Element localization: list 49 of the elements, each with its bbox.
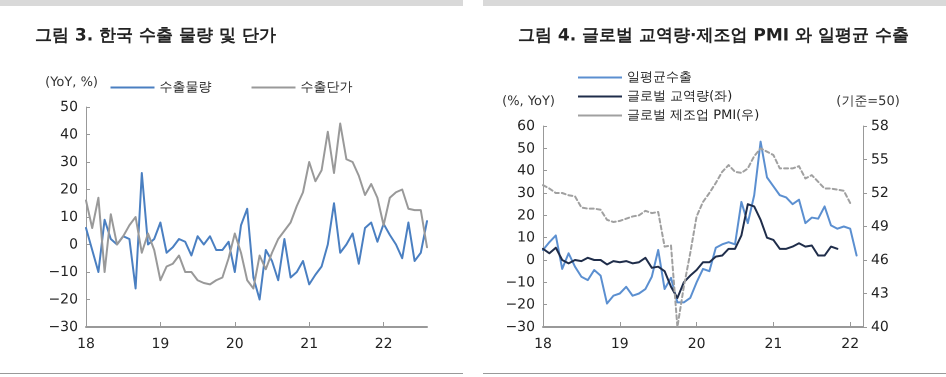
legend-label: 일평균수출 [627,70,692,85]
y-tick-label: −30 [48,319,78,335]
legend-label: 수출물량 [160,80,212,95]
line-series [542,140,858,305]
line-series [542,203,838,299]
x-tick-label: 22 [841,336,860,352]
y-tick-label: −20 [505,296,535,313]
y-tick-label: 30 [60,154,78,170]
x-tick-label: 20 [688,336,706,352]
y-tick-label: 20 [60,182,78,198]
line-series [85,172,428,300]
x-tick-label: 18 [534,336,552,352]
y2-axis-title: (기준=50) [836,94,900,109]
chart-title: 그림 4. 글로벌 교역량·제조업 PMI 와 일평균 수출 [518,26,909,46]
y-tick-label: 50 [517,140,535,156]
y-tick-label: 40 [60,126,78,142]
x-tick-label: 20 [226,336,244,352]
y2-tick-label: 55 [871,152,889,168]
x-tick-label: 21 [764,336,782,352]
y-tick-label: 0 [526,252,535,268]
y-axis-title: (%, YoY) [502,94,555,109]
legend-label: 글로벌 제조업 PMI(우) [627,108,760,123]
y2-tick-label: 52 [871,185,889,201]
y-tick-label: 10 [60,209,78,225]
x-tick-label: 21 [300,336,318,352]
x-tick-label: 22 [374,336,393,352]
x-tick-label: 18 [77,336,95,352]
y-tick-label: 60 [517,118,535,134]
y-tick-label: 30 [517,185,535,201]
y2-tick-label: 49 [871,218,889,234]
x-tick-label: 19 [151,336,170,352]
y-tick-label: 10 [517,230,535,246]
legend-label: 글로벌 교역량(좌) [627,89,732,104]
y-tick-label: 0 [69,236,78,252]
legend-label: 수출단가 [300,80,352,95]
chart-title: 그림 3. 한국 수출 물량 및 단가 [35,26,276,46]
y2-tick-label: 43 [871,286,889,302]
y-tick-label: 50 [60,99,78,115]
y-tick-label: −30 [505,319,535,335]
y-tick-label: −10 [48,264,78,280]
y2-tick-label: 58 [871,118,889,134]
y2-tick-label: 40 [871,319,889,335]
y-tick-label: −20 [48,292,78,308]
y-axis-title: (YoY, %) [45,75,98,90]
x-tick-label: 19 [610,336,629,352]
y2-tick-label: 46 [871,252,889,268]
y-tick-label: −10 [505,274,535,290]
y-tick-label: 40 [517,162,535,179]
y-tick-label: 20 [517,207,535,224]
